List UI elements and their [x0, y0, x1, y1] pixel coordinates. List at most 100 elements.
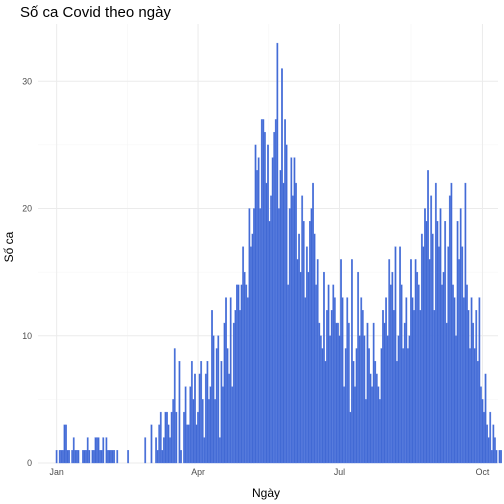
bar	[164, 411, 167, 464]
bar	[111, 450, 114, 464]
bar	[363, 335, 366, 464]
bar	[279, 170, 282, 464]
bar	[55, 450, 58, 464]
bar	[324, 361, 327, 464]
bar	[226, 348, 229, 464]
bar	[96, 437, 98, 464]
bar	[232, 322, 235, 464]
bar	[229, 297, 232, 464]
bar	[436, 221, 439, 464]
bar	[208, 399, 210, 464]
bar	[212, 335, 215, 464]
bar	[245, 284, 248, 464]
bar	[291, 195, 294, 464]
y-tick-label: 10	[22, 331, 32, 341]
bar	[456, 221, 459, 464]
bar	[60, 450, 63, 464]
y-tick-label: 20	[22, 204, 32, 214]
bar	[150, 424, 153, 464]
bar	[316, 259, 319, 464]
bar	[321, 348, 324, 464]
bar	[184, 386, 187, 464]
bar	[452, 284, 454, 464]
bar	[206, 361, 209, 464]
bar	[186, 424, 189, 464]
bar	[403, 322, 406, 464]
bar	[481, 399, 484, 464]
bar	[472, 322, 475, 464]
bar	[290, 157, 293, 464]
x-tick-label: Apr	[191, 467, 205, 477]
bar	[217, 335, 220, 464]
bar	[476, 361, 479, 464]
bar	[180, 450, 182, 464]
bar	[318, 322, 321, 464]
x-axis-label: Ngày	[252, 486, 280, 500]
bar	[420, 233, 423, 464]
bar	[498, 450, 501, 464]
bar	[61, 450, 64, 464]
bar	[416, 271, 419, 464]
bar	[108, 450, 111, 464]
bar	[400, 284, 403, 464]
bar	[127, 450, 130, 464]
bar	[441, 284, 443, 464]
bar	[155, 437, 157, 464]
bar	[74, 450, 77, 464]
bar	[203, 437, 206, 464]
bar	[63, 424, 66, 464]
bar	[251, 233, 254, 464]
bar	[91, 450, 94, 464]
bar	[192, 399, 195, 464]
bar	[282, 182, 285, 464]
y-axis-label: Số ca	[2, 231, 16, 262]
bar	[422, 246, 425, 464]
bar	[369, 373, 372, 464]
bar	[428, 259, 431, 464]
bar	[340, 259, 342, 464]
bar	[307, 271, 310, 464]
bar	[190, 361, 193, 464]
bar	[402, 348, 405, 464]
bar	[357, 271, 360, 464]
bar	[281, 68, 283, 464]
bar	[194, 373, 196, 464]
bar	[473, 348, 476, 464]
bar	[388, 259, 391, 464]
bar	[453, 297, 456, 464]
bar	[352, 361, 355, 464]
bar	[458, 259, 461, 464]
bar	[201, 399, 204, 464]
bar	[486, 424, 489, 464]
chart-title: Số ca Covid theo ngày	[20, 4, 171, 21]
bar	[189, 386, 192, 464]
bar	[273, 131, 276, 464]
bar	[228, 373, 231, 464]
bar	[431, 233, 434, 464]
bar	[268, 221, 271, 464]
bar	[170, 411, 173, 464]
bar	[83, 450, 86, 464]
bar	[368, 348, 370, 464]
bar	[355, 348, 358, 464]
bar	[225, 297, 227, 464]
bar	[313, 233, 316, 464]
bar	[406, 348, 409, 464]
bar	[66, 450, 69, 464]
bar	[195, 424, 198, 464]
bar	[264, 131, 266, 464]
bar	[200, 361, 203, 464]
bar	[389, 284, 392, 464]
bar	[293, 157, 296, 464]
bar	[246, 297, 249, 464]
bar	[187, 424, 190, 464]
bar	[347, 322, 350, 464]
bar	[360, 297, 363, 464]
bar	[414, 259, 417, 464]
bar	[156, 450, 159, 464]
bar	[259, 208, 262, 464]
x-tick-label: Jan	[50, 467, 64, 477]
bar	[462, 297, 465, 464]
bar	[459, 208, 462, 464]
bar	[310, 208, 313, 464]
